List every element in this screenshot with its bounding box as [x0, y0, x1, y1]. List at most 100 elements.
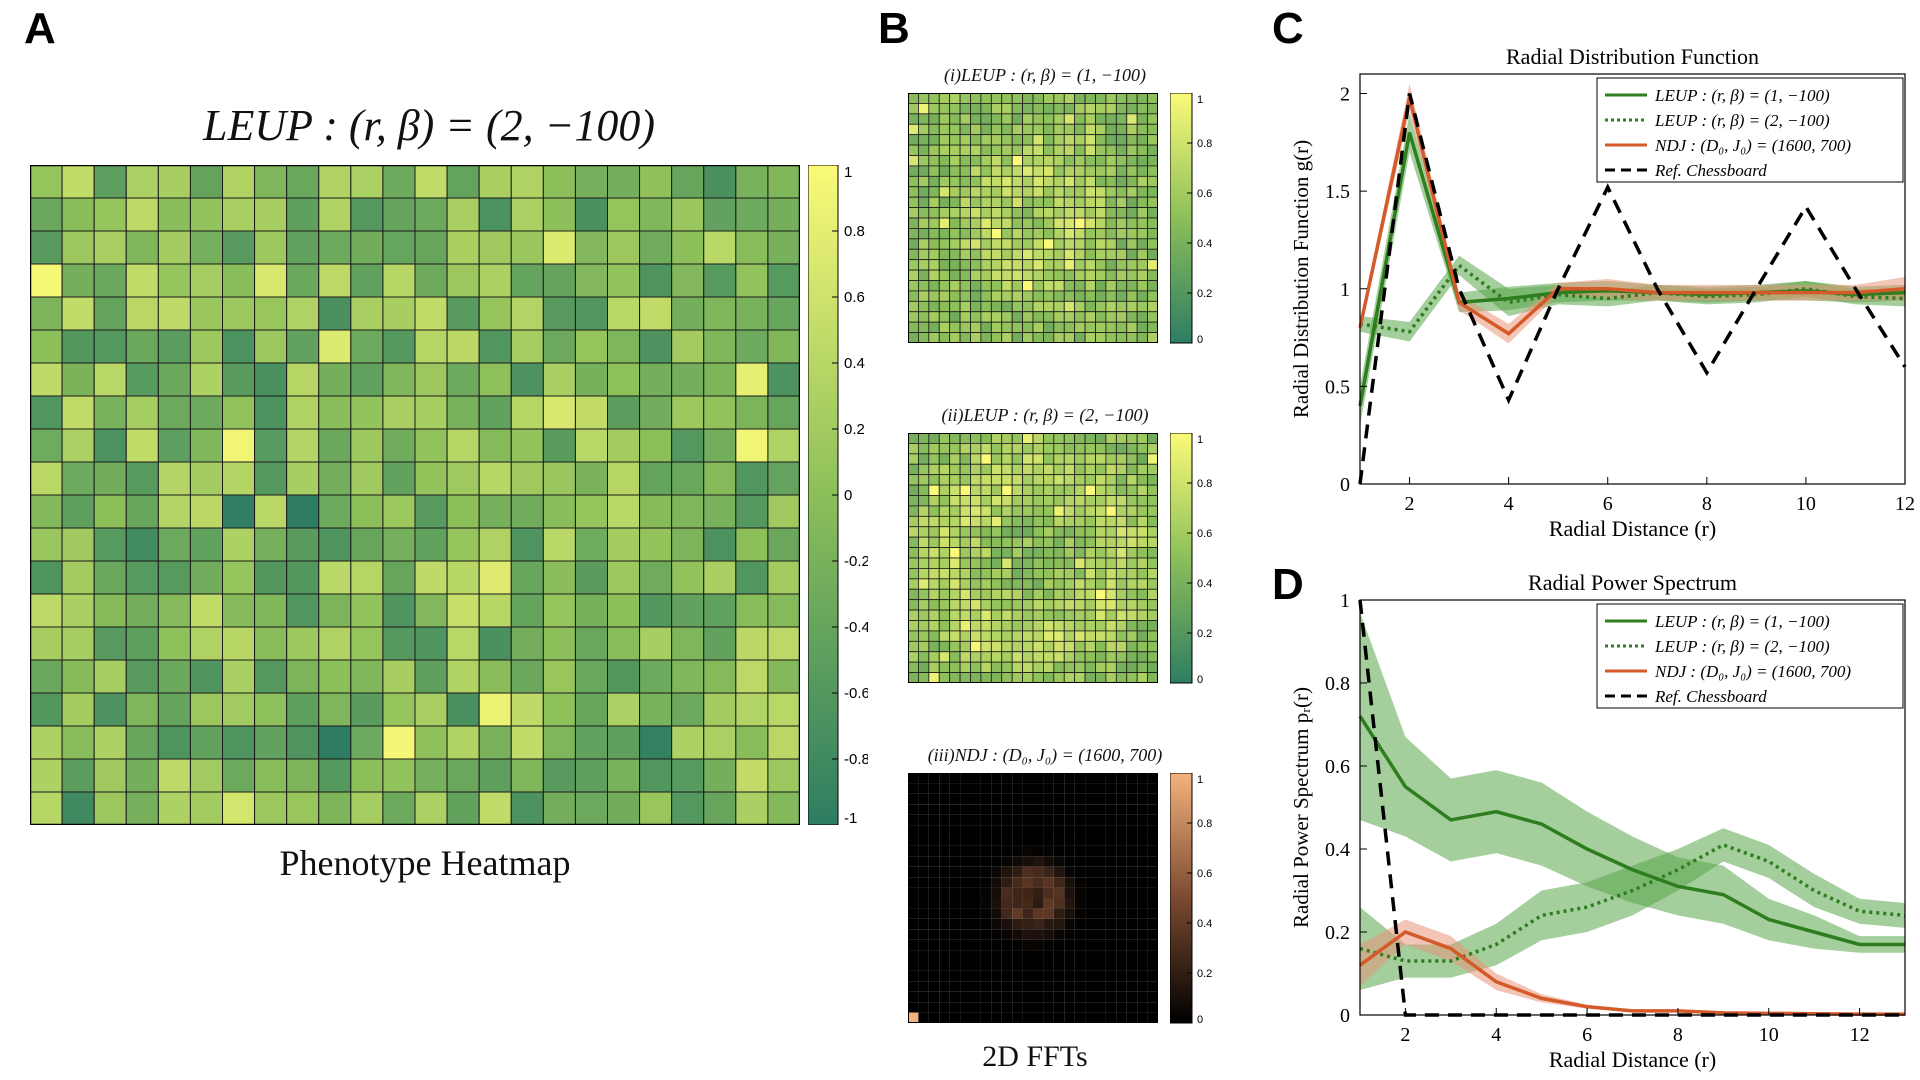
- fft-cell: [1074, 433, 1086, 444]
- fft-cell: [1001, 866, 1013, 878]
- fft-cell: [938, 536, 951, 548]
- heatmap-colorbar-tick: 0: [844, 487, 852, 504]
- fft-cell: [938, 433, 951, 444]
- heatmap-cell: [93, 494, 127, 529]
- fft-cell: [1147, 950, 1158, 961]
- fft-cell: [1105, 991, 1117, 1003]
- fft-cell: [959, 672, 971, 683]
- fft-cell: [960, 845, 971, 857]
- fft-cell: [1022, 280, 1034, 292]
- fft-cell: [960, 1002, 971, 1013]
- fft-cell: [960, 960, 971, 971]
- fft-colorbar-tick: 0.8: [1197, 138, 1212, 150]
- heatmap-cell: [574, 758, 609, 793]
- fft-cell: [980, 1012, 992, 1023]
- fft-cell: [918, 123, 930, 136]
- heatmap-colorbar-tick: 0.2: [844, 421, 865, 438]
- fft-cell: [1074, 939, 1086, 951]
- fft-cell: [928, 238, 940, 250]
- fft-cell: [949, 887, 961, 898]
- fft-cell: [1043, 259, 1055, 271]
- fft-cell: [938, 196, 951, 208]
- fft-cell: [960, 825, 971, 836]
- fft-cell: [990, 321, 1003, 333]
- fft-cell: [959, 290, 971, 302]
- fft-cell: [1053, 165, 1065, 177]
- phenotype-heatmap: [30, 165, 800, 825]
- fft-cell: [960, 887, 971, 898]
- fft-cell: [980, 620, 992, 632]
- fft-cell: [1095, 280, 1107, 292]
- fft-cell: [990, 463, 1003, 476]
- fft-cell: [908, 661, 919, 673]
- fft-cell: [960, 1012, 971, 1023]
- fft-cell: [959, 280, 971, 292]
- heatmap-cell: [607, 725, 641, 760]
- fft-cell: [1074, 515, 1086, 528]
- fft-cell: [1126, 175, 1138, 188]
- fft-cell: [918, 557, 930, 569]
- fft-cell: [959, 474, 971, 486]
- heatmap-cell: [254, 461, 288, 496]
- fft-cell: [1105, 783, 1117, 794]
- heatmap-cell: [157, 725, 191, 760]
- fft-cell: [949, 877, 961, 888]
- heatmap-cell: [30, 165, 63, 199]
- fft-cell: [1147, 640, 1158, 653]
- fft-cell: [990, 630, 1003, 642]
- heatmap-cell: [189, 791, 224, 825]
- fft-cell: [949, 93, 961, 104]
- heatmap-cell: [350, 659, 384, 694]
- legend-entry: LEUP : (r, β) = (2, −100): [1654, 637, 1830, 656]
- fft-cell: [939, 866, 950, 878]
- fft-cell: [1043, 588, 1055, 601]
- fft-cell: [1105, 793, 1117, 805]
- fft-cell: [1001, 929, 1013, 940]
- heatmap-cell: [125, 659, 159, 694]
- series-line: [1359, 842, 1906, 963]
- fft-cell: [1043, 970, 1054, 982]
- fft-cell: [1105, 495, 1117, 507]
- fft-cell: [949, 290, 961, 302]
- fft-cell: [1074, 814, 1086, 826]
- fft-cell: [949, 599, 961, 611]
- fft-cell: [1084, 661, 1096, 673]
- fft-cell: [928, 269, 940, 281]
- fft-cell: [1074, 1002, 1086, 1013]
- fft-cell: [1095, 536, 1107, 548]
- fft-cell: [1074, 280, 1086, 292]
- heatmap-cell: [157, 692, 191, 727]
- fft-cell: [1136, 123, 1148, 136]
- fft-cell: [949, 835, 961, 846]
- fft-cell: [1126, 661, 1138, 673]
- fft-cell: [991, 783, 1002, 794]
- fft-cell: [1147, 93, 1158, 104]
- fft-cell: [949, 484, 961, 496]
- fft-cell: [1137, 845, 1148, 857]
- heatmap-cell: [93, 593, 127, 628]
- fft-cell: [1032, 640, 1044, 653]
- fft-colorbar-tick: 0.4: [1197, 238, 1212, 250]
- fft-cell: [1043, 783, 1054, 794]
- fft-cell: [1053, 196, 1065, 208]
- heatmap-cell: [125, 395, 159, 430]
- fft-cell: [949, 773, 961, 784]
- fft-cell: [938, 165, 951, 177]
- fft-cell: [949, 845, 961, 857]
- fft-cell: [1126, 453, 1138, 465]
- heatmap-cell: [671, 428, 705, 463]
- fft-cell: [928, 672, 940, 683]
- fft-cell: [1105, 898, 1117, 909]
- fft-cell: [980, 93, 992, 104]
- heatmap-cell: [93, 692, 127, 727]
- fft-cell: [1105, 856, 1117, 867]
- heatmap-cell: [703, 626, 737, 661]
- fft-cell: [991, 845, 1002, 857]
- fft-cell: [949, 186, 961, 198]
- heatmap-cell: [478, 494, 512, 529]
- heatmap-cell: [446, 560, 480, 595]
- fft-cell: [1105, 651, 1117, 663]
- fft-cell: [1147, 661, 1158, 673]
- fft-cell: [1022, 877, 1033, 888]
- heatmap-cell: [254, 165, 288, 199]
